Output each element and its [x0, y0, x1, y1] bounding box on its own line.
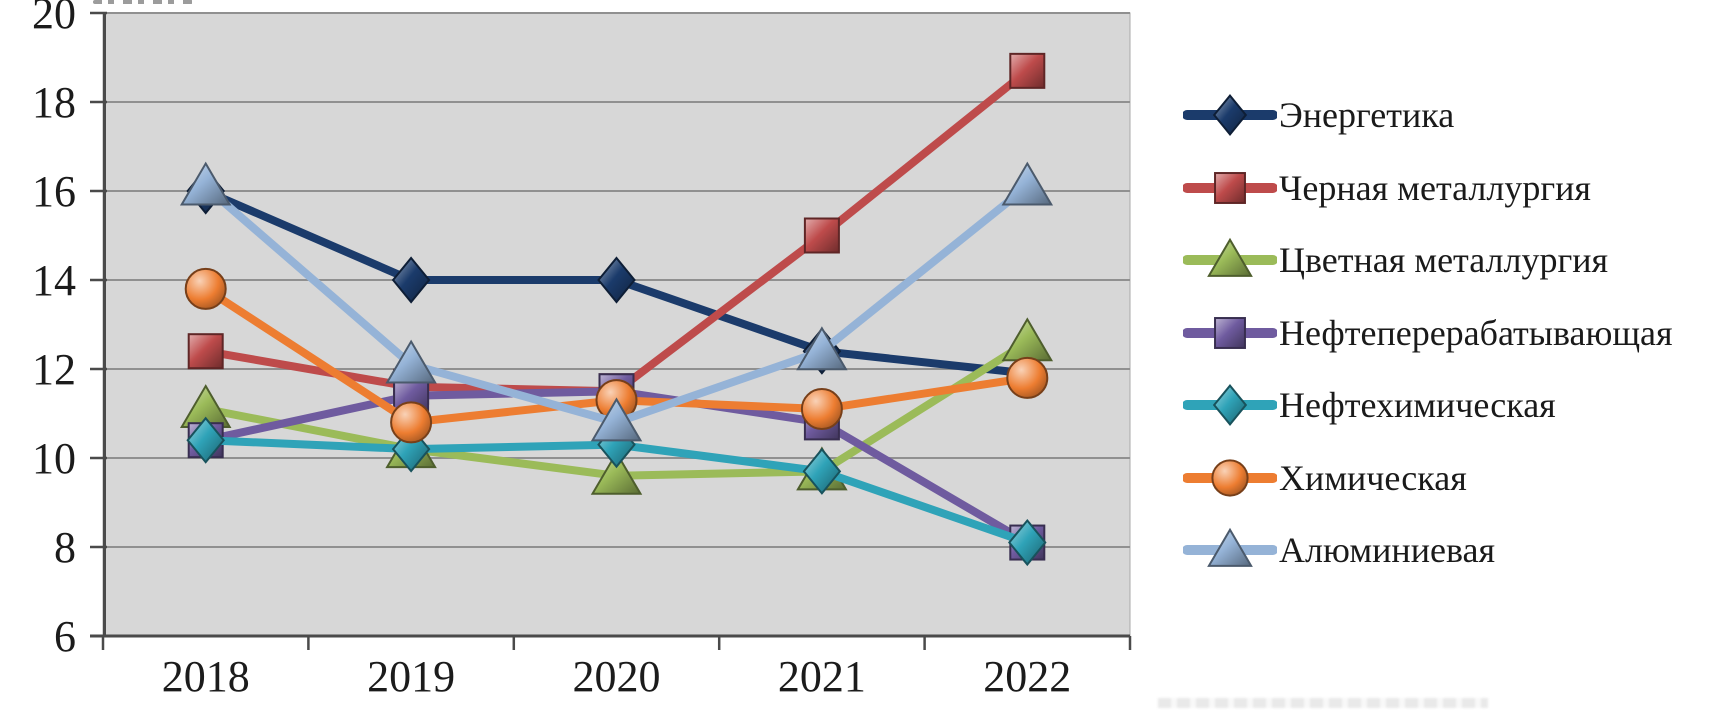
series-marker [391, 256, 431, 304]
legend-marker-diamond-icon [1183, 94, 1277, 137]
legend-label: Алюминиевая [1279, 530, 1495, 571]
series-marker [803, 217, 840, 254]
x-tick-label: 2022 [983, 652, 1071, 701]
series-marker [597, 256, 636, 304]
y-tick-label: 14 [32, 256, 76, 305]
legend-label: Черная металлургия [1279, 167, 1591, 208]
series-marker [802, 447, 842, 495]
series-marker [1006, 356, 1049, 399]
legend-item: Алюминиевая [1183, 514, 1673, 587]
series-marker [1214, 171, 1246, 204]
y-tick-label: 10 [32, 434, 76, 483]
cropped-text-artifact-top [93, 0, 193, 4]
series-marker [390, 401, 433, 444]
legend-item: Химическая [1183, 442, 1673, 515]
legend-marker-triangle-icon [1183, 238, 1277, 278]
legend-label: Цветная металлургия [1279, 240, 1609, 281]
legend-label: Химическая [1279, 457, 1467, 498]
cropped-text-artifact-bottom [1158, 698, 1488, 708]
y-tick-label: 18 [32, 78, 76, 127]
x-tick-label: 2021 [778, 652, 866, 701]
y-tick-label: 16 [32, 167, 76, 216]
plot-area [102, 12, 1131, 637]
series-marker [590, 397, 643, 442]
series-marker [1008, 518, 1047, 567]
x-tick-label: 2019 [367, 652, 455, 701]
legend-label: Нефтехимическая [1279, 385, 1556, 426]
y-tick-label: 12 [32, 345, 76, 394]
legend-marker-square-icon [1183, 171, 1277, 204]
series-marker [1207, 528, 1253, 568]
legend-marker-diamond-icon [1183, 384, 1277, 427]
legend-marker-circle-icon [1183, 459, 1277, 497]
y-tick-label: 6 [54, 612, 76, 661]
series-marker [1212, 384, 1248, 427]
series-marker [1211, 459, 1249, 497]
series-marker [186, 416, 225, 464]
series-marker [1001, 161, 1054, 206]
y-tick-label: 8 [54, 523, 76, 572]
y-tick-label: 20 [32, 0, 76, 38]
legend-item: Цветная металлургия [1183, 224, 1673, 297]
legend-label: Нефтеперерабатывающая [1279, 312, 1673, 353]
chart-legend: Энергетика Черная металлургия Цветная мета… [1183, 79, 1673, 587]
series-marker [385, 339, 437, 384]
series-marker [179, 161, 232, 206]
series-marker [1214, 316, 1246, 349]
legend-marker-triangle-icon [1183, 528, 1277, 568]
legend-item: Нефтеперерабатывающая [1183, 297, 1673, 370]
legend-item: Черная металлургия [1183, 152, 1673, 225]
series-marker [1009, 52, 1046, 89]
series-marker [800, 388, 843, 431]
legend-label: Энергетика [1279, 95, 1455, 136]
legend-marker-square-icon [1183, 316, 1277, 349]
series-marker [184, 267, 227, 310]
series-marker [1212, 94, 1248, 137]
legend-item: Нефтехимическая [1183, 369, 1673, 442]
x-tick-label: 2018 [162, 652, 250, 701]
series-marker [1207, 238, 1253, 278]
series-marker [187, 333, 224, 370]
series-marker [590, 450, 643, 495]
series-marker [796, 326, 848, 371]
legend-item: Энергетика [1183, 79, 1673, 152]
x-tick-label: 2020 [573, 652, 661, 701]
